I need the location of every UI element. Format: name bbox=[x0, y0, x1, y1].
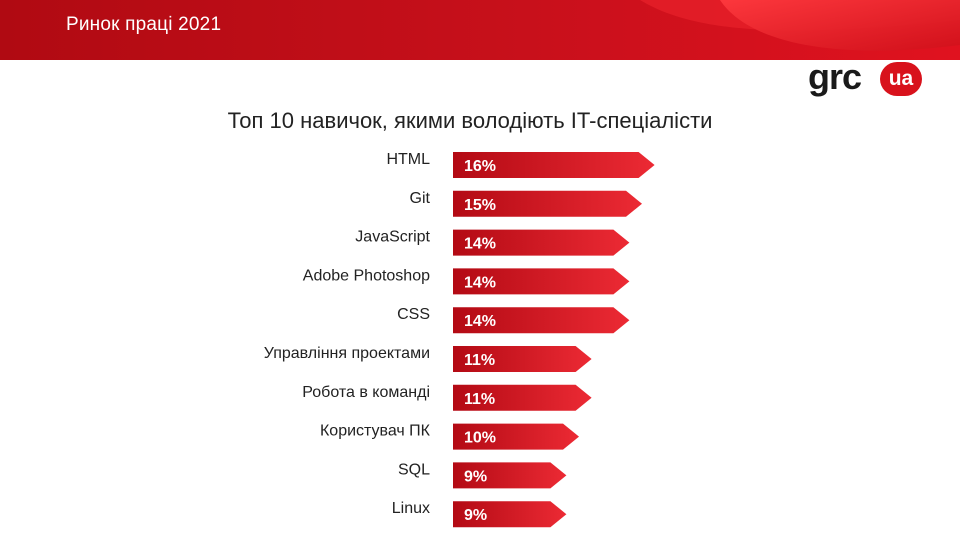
value-label: 16% bbox=[464, 158, 496, 175]
header-swoosh-decoration bbox=[640, 0, 960, 51]
value-label: 14% bbox=[464, 313, 496, 330]
category-label: Управління проектами bbox=[264, 345, 430, 362]
category-label: SQL bbox=[398, 461, 430, 478]
value-label: 11% bbox=[464, 352, 495, 369]
bar-1 bbox=[453, 152, 655, 178]
bar-6 bbox=[453, 346, 592, 372]
logo-badge: ua bbox=[880, 62, 922, 96]
value-label: 14% bbox=[464, 236, 496, 253]
bar-8 bbox=[453, 423, 579, 450]
bar-10 bbox=[453, 501, 567, 528]
category-label: Користувач ПК bbox=[320, 423, 431, 440]
chart-title: Топ 10 навичок, якими володіють IT-спеці… bbox=[227, 108, 713, 133]
bar-4 bbox=[453, 268, 630, 295]
header-banner: Ринок праці 2021 bbox=[0, 0, 960, 60]
bar-3 bbox=[453, 229, 630, 256]
bar-5 bbox=[453, 307, 630, 334]
category-label: Git bbox=[410, 190, 431, 207]
bar-9 bbox=[453, 462, 567, 489]
value-label: 15% bbox=[464, 197, 496, 214]
category-label: CSS bbox=[397, 306, 430, 323]
category-label: Adobe Photoshop bbox=[303, 267, 430, 284]
category-label: HTML bbox=[386, 151, 430, 168]
category-label: Робота в команді bbox=[302, 384, 430, 401]
grc-logo: grc ua bbox=[808, 58, 928, 100]
category-label: Linux bbox=[392, 500, 430, 517]
value-label: 9% bbox=[464, 507, 487, 524]
category-label: JavaScript bbox=[355, 229, 430, 246]
logo-text: grc bbox=[808, 56, 862, 97]
bar-7 bbox=[453, 384, 592, 411]
value-label: 14% bbox=[464, 274, 496, 291]
value-label: 11% bbox=[464, 391, 495, 408]
value-label: 10% bbox=[464, 430, 496, 447]
header-title: Ринок праці 2021 bbox=[66, 14, 222, 35]
value-label: 9% bbox=[464, 468, 487, 485]
bar-2 bbox=[453, 190, 642, 217]
